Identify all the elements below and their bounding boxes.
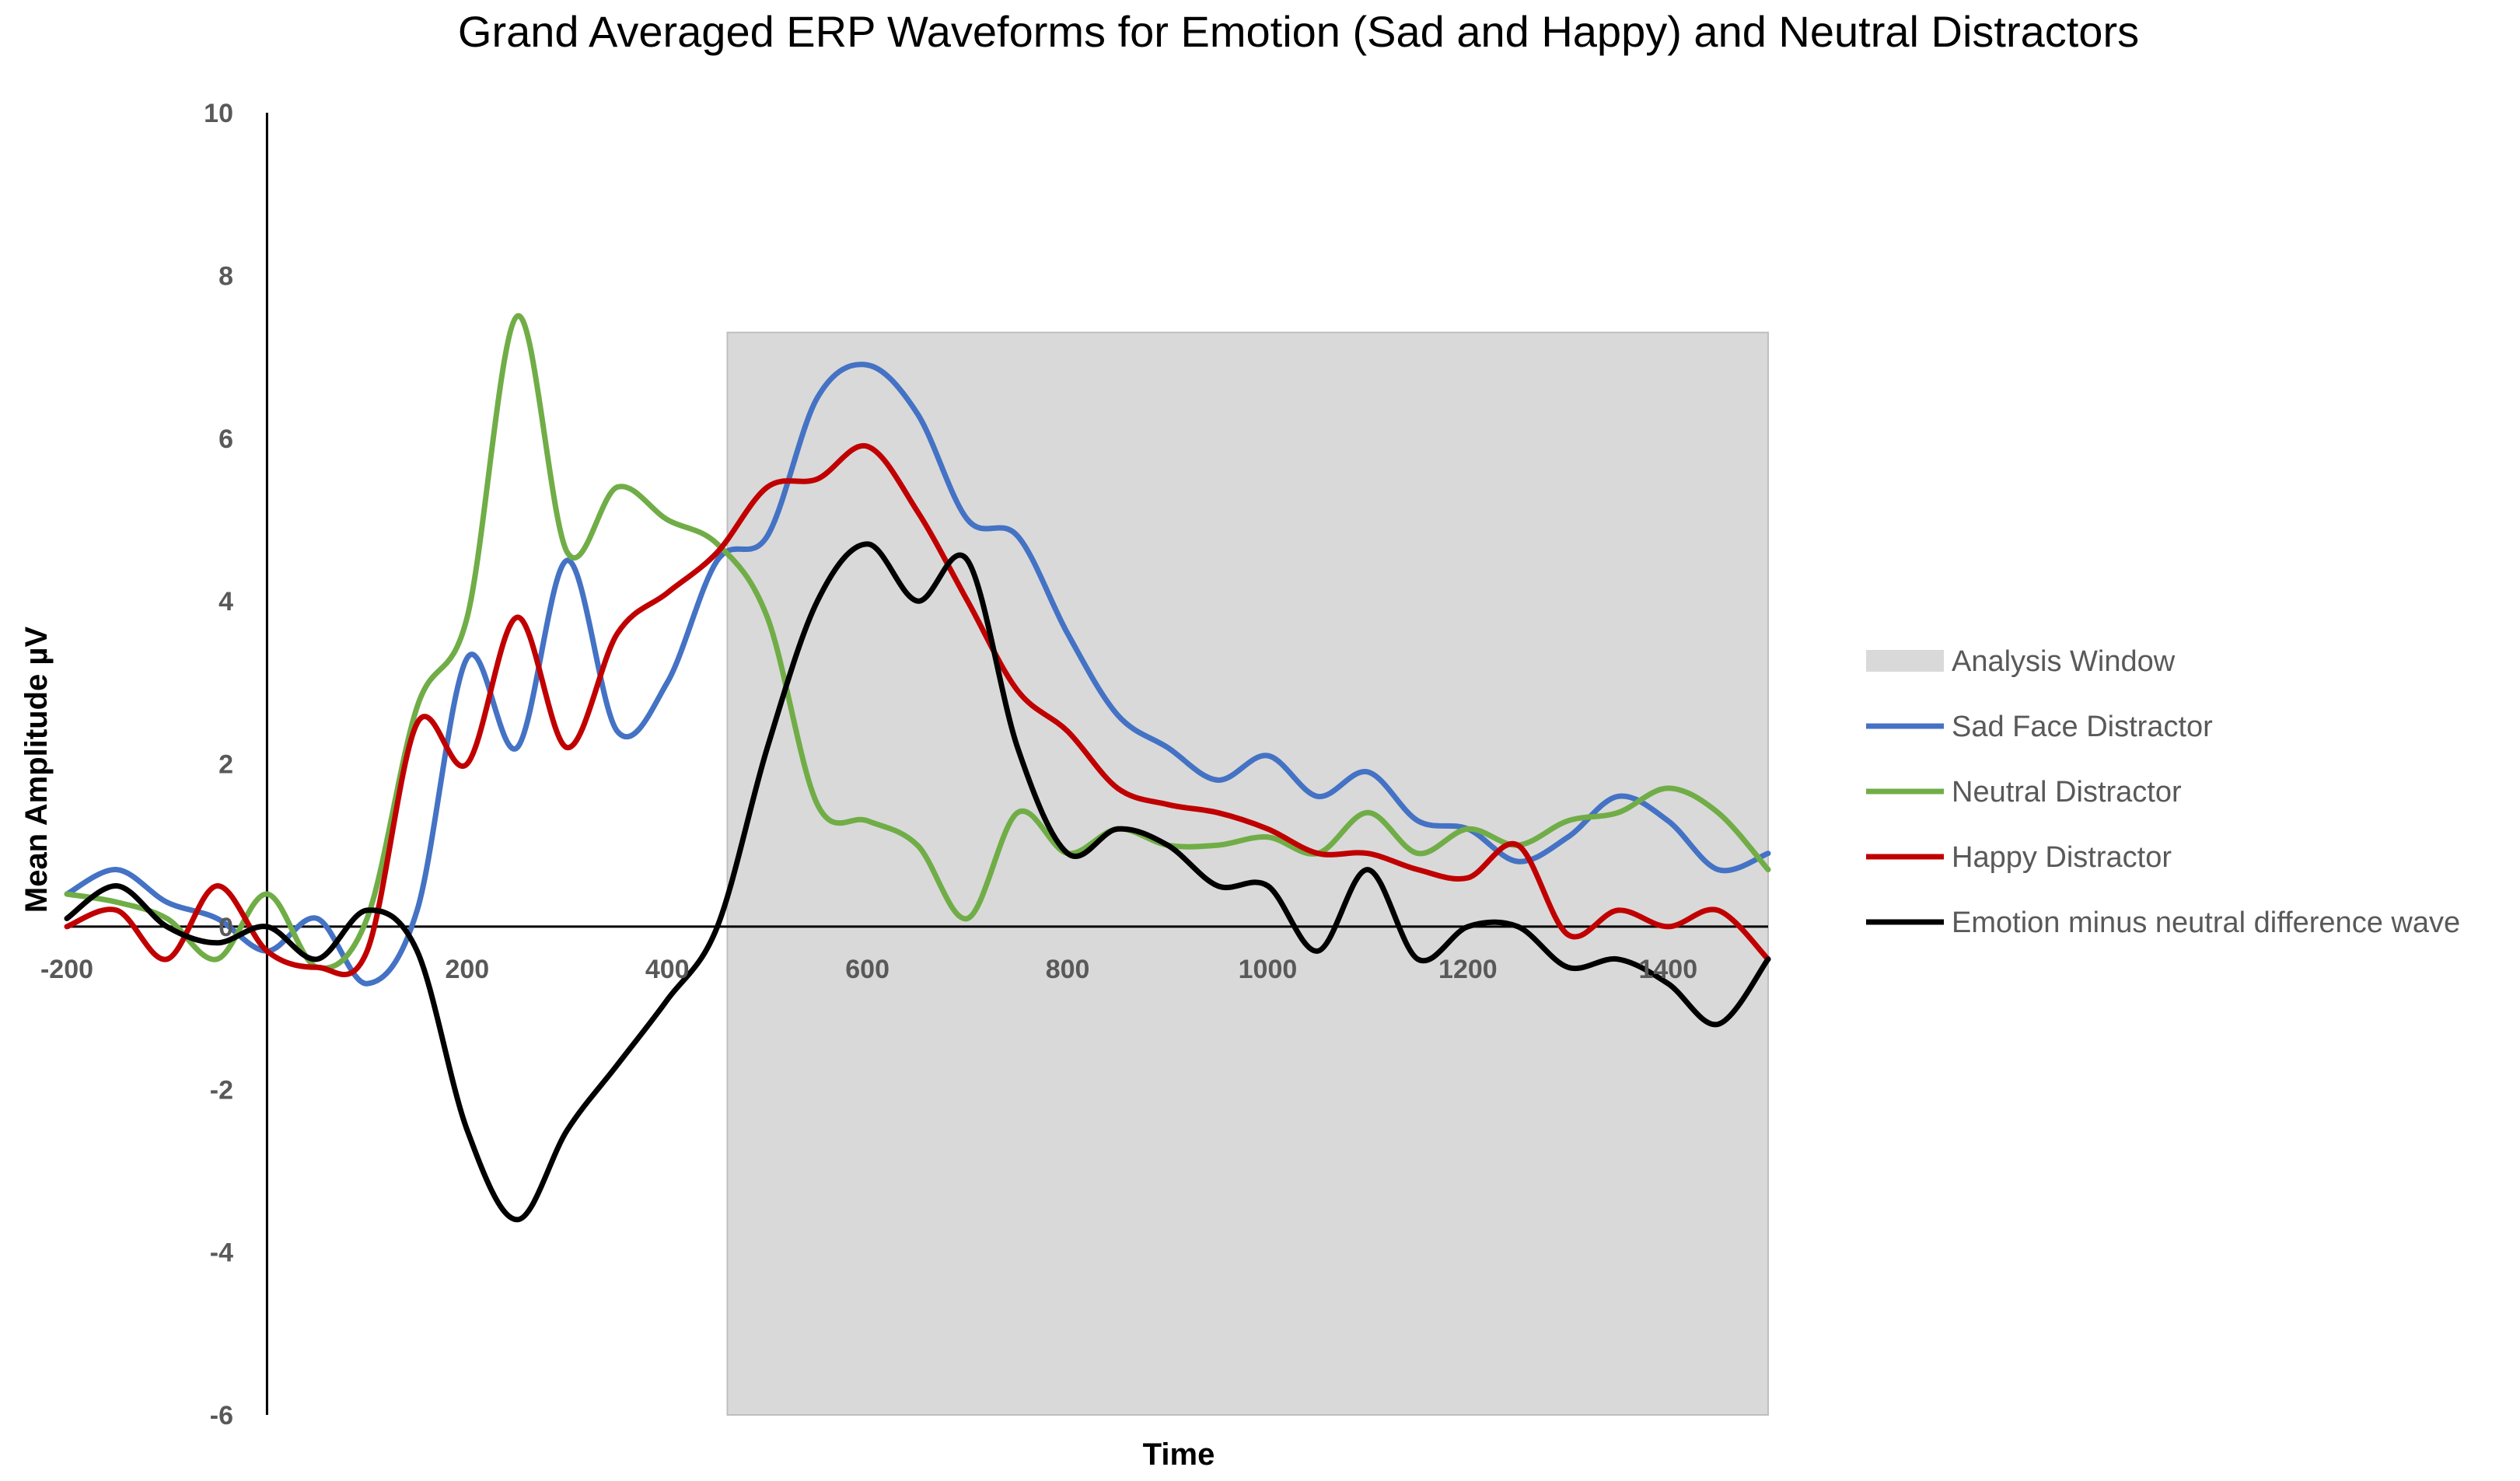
series-layer (64, 313, 1771, 1223)
x-tick-label: 1400 (1638, 955, 1697, 984)
x-tick-label: 400 (645, 955, 690, 984)
legend: Analysis Window Sad Face Distractor Neutra… (1866, 645, 2460, 939)
y-tick-label: 8 (218, 261, 233, 291)
series-line-emotion-minus-neutral-difference-wave (64, 541, 1771, 1223)
series-line-sad-face-distractor (64, 362, 1771, 987)
y-tick-label: 6 (218, 424, 233, 454)
legend-label: Neutral Distractor (1952, 776, 2182, 809)
legend-entry: Happy Distractor (1866, 841, 2172, 874)
y-tick-label: 10 (204, 99, 233, 128)
y-tick-label: -6 (210, 1401, 233, 1430)
y-tick-label: 2 (218, 750, 233, 780)
x-tick-label: 1000 (1239, 955, 1298, 984)
x-tick-label: 1200 (1438, 955, 1498, 984)
legend-entry: Analysis Window (1866, 645, 2176, 678)
x-axis-label: Time (1143, 1437, 1215, 1472)
legend-label: Happy Distractor (1952, 841, 2172, 874)
legend-label: Analysis Window (1952, 645, 2176, 678)
chart-title: Grand Averaged ERP Waveforms for Emotion… (458, 7, 2139, 56)
legend-entry: Sad Face Distractor (1866, 711, 2213, 743)
x-tick-label: 200 (445, 955, 489, 984)
y-tick-label: 4 (218, 587, 233, 617)
series-line-happy-distractor (64, 442, 1771, 978)
series-line-neutral-distractor (64, 313, 1771, 971)
legend-label: Emotion minus neutral difference wave (1952, 906, 2460, 939)
legend-entry: Neutral Distractor (1866, 776, 2182, 809)
y-axis-label: Mean Amplitude µV (19, 627, 54, 913)
legend-entry: Emotion minus neutral difference wave (1866, 906, 2460, 939)
y-tick-label: -4 (210, 1238, 233, 1268)
legend-swatch-area (1866, 650, 1944, 672)
ticks-layer: 10 8 6 4 2 0 -2 -4 -6 -200 200 400 600 800 1000 1200 140… (40, 99, 1697, 1430)
x-tick-label: 600 (845, 955, 890, 984)
legend-label: Sad Face Distractor (1952, 711, 2213, 743)
y-tick-label: 0 (218, 913, 233, 942)
analysis-window-layer (726, 331, 1769, 1416)
x-tick-label: 800 (1046, 955, 1090, 984)
y-tick-label: -2 (210, 1075, 233, 1105)
analysis-window-region (726, 331, 1769, 1416)
x-tick-label: -200 (40, 955, 93, 984)
